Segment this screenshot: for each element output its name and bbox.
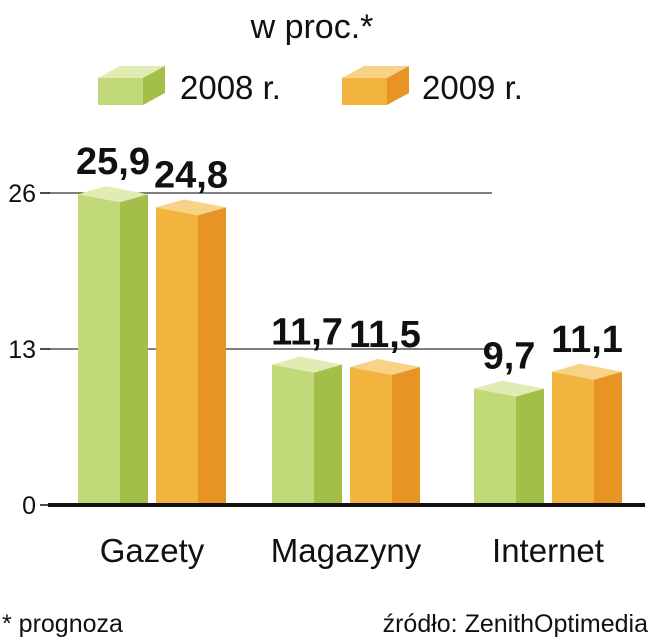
y-tick-label: 13	[8, 336, 36, 364]
value-label: 11,5	[349, 314, 421, 356]
bar-front-face	[552, 371, 594, 505]
y-tick-label: 0	[22, 492, 36, 520]
bar-side-face	[314, 364, 342, 505]
x-tick-label: Internet	[492, 532, 604, 569]
footnote: * prognoza	[2, 610, 123, 638]
value-label: 11,7	[271, 312, 343, 354]
value-label: 25,9	[76, 141, 150, 183]
legend-swatch-2009-side	[387, 66, 409, 105]
bar-gazety-2008	[78, 186, 148, 505]
legend-swatch-2008-front	[98, 78, 143, 105]
bar-top-face	[78, 186, 148, 203]
legend-swatch-2008-side	[143, 66, 165, 105]
value-label: 11,1	[551, 319, 623, 361]
legend-label-2008: 2008 r.	[180, 69, 281, 106]
bar-front-face	[156, 207, 198, 505]
bar-side-face	[516, 388, 544, 505]
bar-magazyny-2008	[272, 356, 342, 505]
bar-front-face	[350, 367, 392, 505]
bar-side-face	[120, 194, 148, 505]
y-axis-ticks: 0 13 26	[8, 180, 50, 520]
bar-front-face	[474, 388, 516, 505]
legend-swatch-2009	[342, 66, 409, 105]
legend: 2008 r. 2009 r.	[98, 66, 523, 106]
legend-swatch-2009-front	[342, 78, 387, 105]
x-axis-labels: Gazety Magazyny Internet	[100, 532, 604, 569]
legend-label-2009: 2009 r.	[422, 69, 523, 106]
legend-swatch-2008	[98, 66, 165, 105]
bar-side-face	[594, 371, 622, 505]
source-note: źródło: ZenithOptimedia	[383, 610, 649, 638]
bar-top-face	[350, 359, 420, 375]
bar-internet-2008	[474, 380, 544, 505]
bars	[78, 186, 622, 505]
bar-top-face	[156, 199, 226, 216]
bar-top-face	[474, 380, 544, 397]
legend-swatch-2008-top	[98, 66, 165, 78]
bar-gazety-2009	[156, 199, 226, 505]
bar-internet-2009	[552, 363, 622, 505]
value-label: 9,7	[483, 336, 536, 378]
bar-side-face	[198, 207, 226, 505]
bar-top-face	[272, 356, 342, 373]
y-tick-label: 26	[8, 180, 36, 208]
bar-magazyny-2009	[350, 359, 420, 505]
bar-side-face	[392, 367, 420, 505]
x-tick-label: Gazety	[100, 532, 205, 569]
bar-front-face	[78, 194, 120, 505]
chart-title: w proc.*	[250, 8, 374, 46]
x-tick-label: Magazyny	[271, 532, 422, 569]
bar-front-face	[272, 364, 314, 505]
legend-swatch-2009-top	[342, 66, 409, 78]
value-labels: 25,9 24,8 11,7 11,5 9,7 11,1	[76, 141, 623, 377]
bar-top-face	[552, 363, 622, 380]
value-label: 24,8	[154, 154, 228, 196]
